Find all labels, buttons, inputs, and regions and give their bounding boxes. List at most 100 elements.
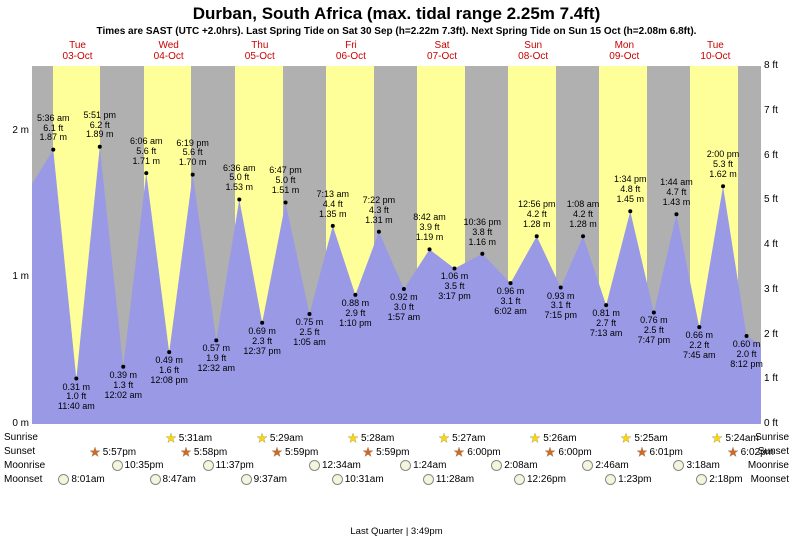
y-tick-ft: 8 ft — [764, 60, 790, 71]
tide-point — [377, 230, 381, 234]
tide-point — [237, 198, 241, 202]
chart-subtitle: Times are SAST (UTC +2.0hrs). Last Sprin… — [0, 26, 793, 37]
tide-annotation: 1:44 am4.7 ft1.43 m — [646, 178, 706, 208]
moonphase-label: Last Quarter | 3:49pm — [0, 526, 793, 537]
star-icon — [347, 432, 359, 444]
astro-sunset: 6:02pm — [727, 446, 774, 458]
astro-moonrise: 2:46am — [582, 460, 628, 471]
astro-time: 2:18pm — [709, 474, 742, 485]
astro-sunrise: 5:27am — [438, 432, 485, 444]
astro-time: 1:24am — [413, 460, 446, 471]
moon-icon — [203, 460, 214, 471]
astro-time: 5:58pm — [194, 447, 227, 458]
astro-time: 3:18am — [686, 460, 719, 471]
tide-annotation: 8:42 am3.9 ft1.19 m — [400, 213, 460, 243]
astro-sunset: 5:59pm — [362, 446, 409, 458]
moon-icon — [605, 474, 616, 485]
y-tick-ft: 4 ft — [764, 239, 790, 250]
astro-moonset: 11:28am — [423, 474, 474, 485]
star-icon — [362, 446, 374, 458]
astro-time: 5:28am — [361, 433, 394, 444]
star-icon — [256, 432, 268, 444]
tide-point — [745, 334, 749, 338]
tide-point — [428, 247, 432, 251]
moon-icon — [423, 474, 434, 485]
astro-label-moonrise: Moonrise — [748, 460, 789, 471]
astro-time: 5:59pm — [285, 447, 318, 458]
tide-point — [307, 312, 311, 316]
astro-time: 6:00pm — [467, 447, 500, 458]
star-icon — [271, 446, 283, 458]
date-label: Sun08-Oct — [503, 40, 563, 62]
astro-moonrise: 1:24am — [400, 460, 446, 471]
astro-moonset: 8:47am — [150, 474, 196, 485]
tide-point — [581, 234, 585, 238]
astro-time: 11:28am — [436, 474, 474, 485]
star-icon — [89, 446, 101, 458]
tide-point — [652, 310, 656, 314]
y-tick-ft: 3 ft — [764, 284, 790, 295]
astro-sunrise: 5:25am — [620, 432, 667, 444]
tide-point — [214, 338, 218, 342]
star-icon — [453, 446, 465, 458]
tide-point — [260, 321, 264, 325]
tide-point — [191, 173, 195, 177]
astro-moonset: 12:26pm — [514, 474, 566, 485]
astro-time: 5:59pm — [376, 447, 409, 458]
y-tick-ft: 1 ft — [764, 373, 790, 384]
astro-time: 6:00pm — [558, 447, 591, 458]
astro-time: 6:01pm — [650, 447, 683, 458]
astro-sunrise: 5:29am — [256, 432, 303, 444]
astro-time: 12:34am — [322, 460, 361, 471]
astro-moonrise: 10:35pm — [112, 460, 164, 471]
astro-sunrise: 5:24am — [711, 432, 758, 444]
tide-point — [98, 145, 102, 149]
tide-point — [559, 286, 563, 290]
tide-annotation: 2:00 pm5.3 ft1.62 m — [693, 150, 753, 180]
y-tick-ft: 2 ft — [764, 329, 790, 340]
astro-label-sunset: Sunset — [4, 446, 35, 457]
star-icon — [727, 446, 739, 458]
tide-annotation: 5:51 pm6.2 ft1.89 m — [70, 111, 130, 141]
tide-point — [144, 171, 148, 175]
astro-time: 10:35pm — [125, 460, 164, 471]
moon-icon — [491, 460, 502, 471]
moon-icon — [112, 460, 123, 471]
astro-time: 5:26am — [543, 433, 576, 444]
date-label: Thu05-Oct — [230, 40, 290, 62]
astro-sunset: 6:00pm — [453, 446, 500, 458]
tide-point — [604, 303, 608, 307]
tide-chart: Durban, South Africa (max. tidal range 2… — [0, 0, 793, 539]
astro-time: 2:08am — [504, 460, 537, 471]
tide-point — [331, 224, 335, 228]
astro-time: 2:46am — [595, 460, 628, 471]
astro-time: 5:24am — [725, 433, 758, 444]
date-label: Fri06-Oct — [321, 40, 381, 62]
y-tick-ft: 0 ft — [764, 418, 790, 429]
date-label: Sat07-Oct — [412, 40, 472, 62]
moon-icon — [400, 460, 411, 471]
moon-icon — [309, 460, 320, 471]
moon-icon — [673, 460, 684, 471]
astro-time: 5:25am — [634, 433, 667, 444]
date-label: Wed04-Oct — [139, 40, 199, 62]
astro-time: 8:01am — [71, 474, 104, 485]
tide-point — [453, 266, 457, 270]
chart-title: Durban, South Africa (max. tidal range 2… — [0, 4, 793, 24]
tide-annotation: 1.06 m3.5 ft3:17 pm — [425, 272, 485, 302]
astro-sunset: 6:01pm — [636, 446, 683, 458]
astro-time: 5:29am — [270, 433, 303, 444]
star-icon — [620, 432, 632, 444]
tide-point — [353, 293, 357, 297]
date-label: Mon09-Oct — [594, 40, 654, 62]
astro-sunrise: 5:31am — [165, 432, 212, 444]
astro-moonrise: 12:34am — [309, 460, 361, 471]
star-icon — [529, 432, 541, 444]
star-icon — [711, 432, 723, 444]
astro-moonset: 1:23pm — [605, 474, 651, 485]
y-tick-m: 1 m — [3, 271, 29, 282]
astro-label-moonset: Moonset — [751, 474, 789, 485]
tide-point — [721, 184, 725, 188]
moon-icon — [514, 474, 525, 485]
date-axis: Tue03-OctWed04-OctThu05-OctFri06-OctSat0… — [0, 40, 793, 66]
